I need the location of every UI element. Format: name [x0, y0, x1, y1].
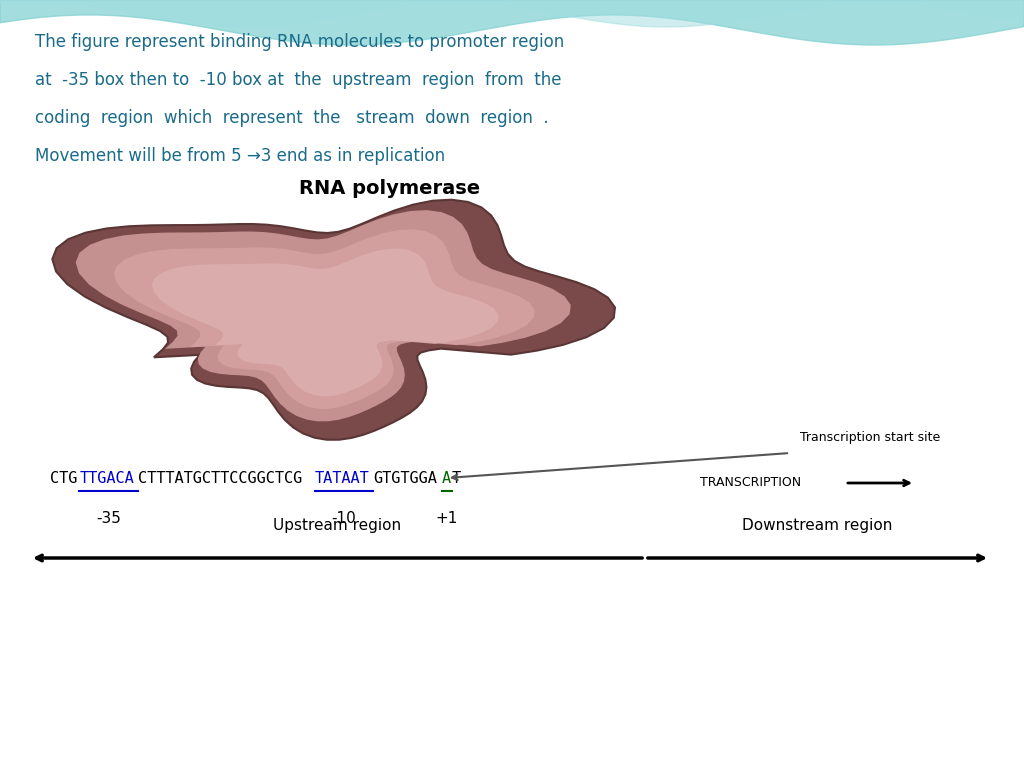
Text: -10: -10: [332, 511, 356, 526]
Text: A: A: [442, 471, 452, 486]
Text: CTTTATGCTTCCGGCTCG: CTTTATGCTTCCGGCTCG: [138, 471, 302, 486]
Polygon shape: [76, 210, 570, 422]
Polygon shape: [114, 230, 535, 409]
Text: TTGACA: TTGACA: [80, 471, 134, 486]
Text: TATAAT: TATAAT: [314, 471, 370, 486]
Text: T: T: [452, 471, 461, 486]
Text: Movement will be from 5 →3 end as in replication: Movement will be from 5 →3 end as in rep…: [35, 147, 445, 165]
Text: at  -35 box then to  -10 box at  the  upstream  region  from  the: at -35 box then to -10 box at the upstre…: [35, 71, 561, 89]
Text: CTG: CTG: [50, 471, 78, 486]
Text: RNA polymerase: RNA polymerase: [299, 178, 480, 197]
Polygon shape: [52, 200, 615, 440]
Text: +1: +1: [436, 511, 458, 526]
Text: Downstream region: Downstream region: [742, 518, 893, 533]
Polygon shape: [152, 249, 499, 396]
Text: GTGTGGA: GTGTGGA: [374, 471, 437, 486]
Text: The figure represent binding RNA molecules to promoter region: The figure represent binding RNA molecul…: [35, 33, 564, 51]
Text: Upstream region: Upstream region: [273, 518, 401, 533]
Text: coding  region  which  represent  the   stream  down  region  .: coding region which represent the stream…: [35, 109, 549, 127]
Text: Transcription start site: Transcription start site: [800, 432, 940, 445]
Text: -35: -35: [96, 511, 121, 526]
Text: TRANSCRIPTION: TRANSCRIPTION: [700, 476, 801, 489]
